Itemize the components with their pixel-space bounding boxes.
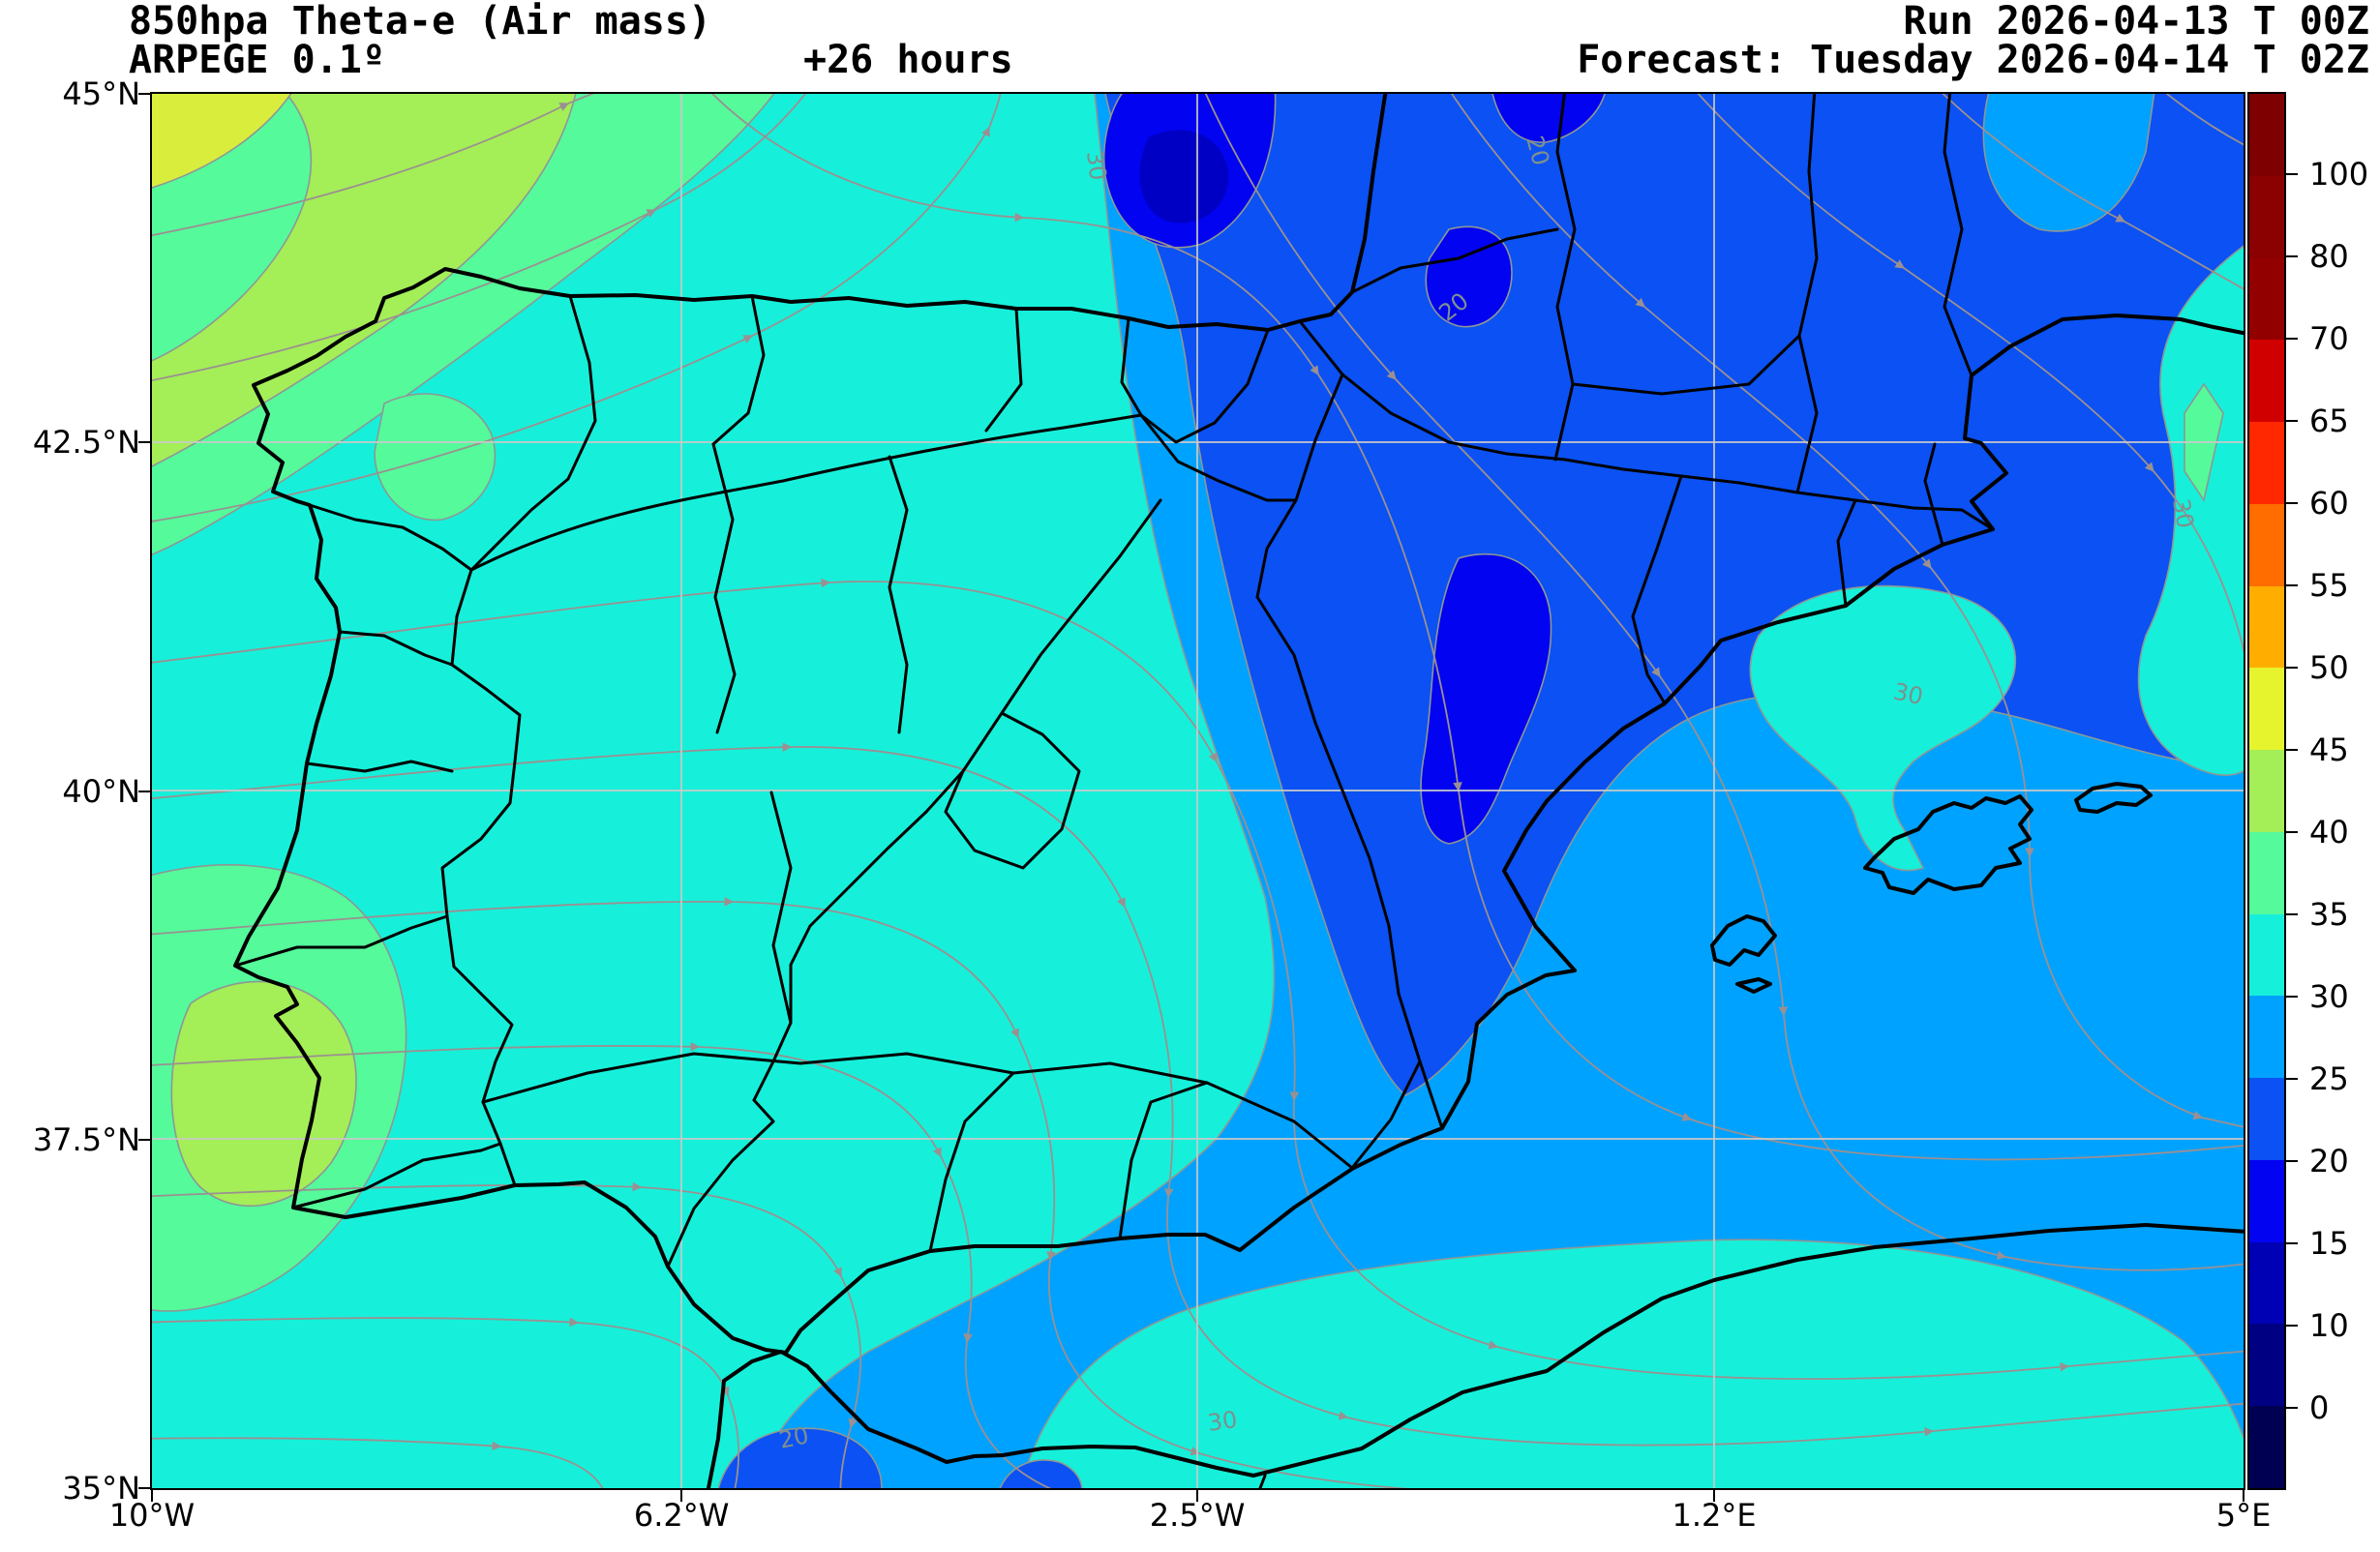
- colorbar-segment: [2249, 585, 2284, 669]
- colorbar-segment: [2249, 1406, 2284, 1489]
- iberia-france-coastline: [233, 94, 2244, 1355]
- colorbar-tick: [2284, 420, 2298, 422]
- colorbar-tick: [2284, 1325, 2298, 1327]
- colorbar-tick: [2284, 1407, 2298, 1409]
- formentera-island: [1735, 977, 1772, 994]
- coastlines-and-borders: [233, 94, 2244, 1488]
- africa-coastline: [707, 1223, 2244, 1488]
- colorbar-tick: [2284, 173, 2298, 175]
- contour-value-label: 30: [1891, 677, 1926, 710]
- colorbar-tick: [2284, 584, 2298, 586]
- x-axis-tick: [680, 1490, 683, 1502]
- colorbar-segment: [2249, 94, 2284, 176]
- colorbar-tick-label: 35: [2309, 896, 2349, 933]
- ibiza-island: [1710, 914, 1777, 967]
- colorbar-segment: [2249, 668, 2284, 751]
- colorbar-tick-label: 80: [2309, 238, 2349, 275]
- colorbar-tick-label: 40: [2309, 814, 2349, 851]
- y-axis-tick: [138, 93, 150, 95]
- y-axis-tick: [138, 1487, 150, 1489]
- x-axis-tick: [151, 1490, 153, 1502]
- page-title: 850hpa Theta-e (Air mass): [129, 0, 712, 44]
- colorbar-tick: [2284, 749, 2298, 751]
- x-axis-tick-label: 10°W: [108, 1497, 196, 1534]
- x-axis-tick-label: 6.2°W: [633, 1497, 730, 1534]
- forecast-timestamp: Forecast: Tuesday 2026-04-14 T 02Z: [1577, 38, 2369, 82]
- colorbar-tick-label: 20: [2309, 1143, 2349, 1179]
- x-axis-tick-label: 1.2°E: [1672, 1497, 1757, 1534]
- y-axis-tick: [138, 790, 150, 792]
- x-axis-tick: [1196, 1490, 1199, 1502]
- colorbar-segment: [2249, 1324, 2284, 1407]
- map-canvas: 30 20 20 30 30 20 30: [150, 92, 2245, 1490]
- contour-value-label: 20: [776, 1421, 811, 1454]
- colorbar-tick-label: 15: [2309, 1225, 2349, 1262]
- portugal-spain-border: [308, 503, 522, 1187]
- model-subtitle: ARPEGE 0.1º: [129, 38, 385, 82]
- x-axis-tick: [2243, 1490, 2244, 1502]
- colorbar-tick-label: 25: [2309, 1060, 2349, 1097]
- y-axis-tick-label: 45°N: [62, 75, 140, 112]
- colorbar-tick-label: 65: [2309, 403, 2349, 439]
- colorbar-tick-label: 30: [2309, 978, 2349, 1015]
- contour-value-label: 30: [1206, 1406, 1239, 1437]
- province-borders: [233, 94, 1973, 1268]
- y-axis-tick: [138, 441, 150, 444]
- colorbar-tick-label: 45: [2309, 731, 2349, 768]
- colorbar-tick-label: 50: [2309, 649, 2349, 686]
- colorbar-segment: [2249, 750, 2284, 832]
- colorbar-segment: [2249, 175, 2284, 258]
- colorbar-tick: [2284, 255, 2298, 257]
- contour-value-label: 30: [1081, 149, 1112, 182]
- colorbar-segment: [2249, 503, 2284, 586]
- forecast-lead-time: +26 hours: [803, 38, 1013, 82]
- colorbar-segment: [2249, 257, 2284, 341]
- contour-value-label: 30: [2167, 496, 2199, 530]
- colorbar-tick: [2284, 913, 2298, 915]
- run-timestamp: Run 2026-04-13 T 00Z: [1903, 0, 2369, 44]
- colorbar-segment: [2249, 913, 2284, 997]
- colorbar-segment: [2249, 1241, 2284, 1325]
- y-axis-tick: [138, 1138, 150, 1141]
- pyrenees-border: [1298, 319, 1995, 531]
- colorbar-segment: [2249, 340, 2284, 423]
- colorbar-tick-label: 55: [2309, 567, 2349, 604]
- y-axis-tick-label: 35°N: [62, 1470, 140, 1507]
- x-axis-tick-label: 5°E: [2215, 1497, 2272, 1534]
- colorbar-tick: [2284, 996, 2298, 998]
- colorbar-tick-label: 70: [2309, 320, 2349, 357]
- x-axis-tick: [1713, 1490, 1716, 1502]
- x-axis-tick-label: 2.5°W: [1149, 1497, 1246, 1534]
- y-axis-tick-label: 40°N: [62, 772, 140, 810]
- colorbar-tick: [2284, 667, 2298, 669]
- colorbar-segment: [2249, 996, 2284, 1079]
- theta-e-colorbar: [2247, 92, 2286, 1490]
- y-axis-tick-label: 42.5°N: [32, 424, 140, 462]
- lat-lon-gridlines: [152, 94, 2244, 1488]
- colorbar-tick: [2284, 1160, 2298, 1162]
- colorbar-tick-label: 60: [2309, 485, 2349, 522]
- colorbar-tick: [2284, 831, 2298, 833]
- colorbar-tick: [2284, 338, 2298, 340]
- colorbar-segment: [2249, 422, 2284, 504]
- y-axis-tick-label: 37.5°N: [32, 1120, 140, 1158]
- wind-streamlines: [152, 94, 2244, 1488]
- colorbar-tick: [2284, 502, 2298, 504]
- colorbar-segment: [2249, 1159, 2284, 1242]
- colorbar-segment: [2249, 831, 2284, 914]
- colorbar-tick: [2284, 1078, 2298, 1080]
- colorbar-tick: [2284, 1242, 2298, 1244]
- colorbar-tick-label: 0: [2309, 1389, 2330, 1426]
- mallorca-island: [1863, 794, 2034, 895]
- colorbar-tick-label: 100: [2309, 156, 2369, 193]
- menorca-island: [2074, 782, 2153, 814]
- colorbar-tick-label: 10: [2309, 1307, 2349, 1344]
- colorbar-segment: [2249, 1078, 2284, 1160]
